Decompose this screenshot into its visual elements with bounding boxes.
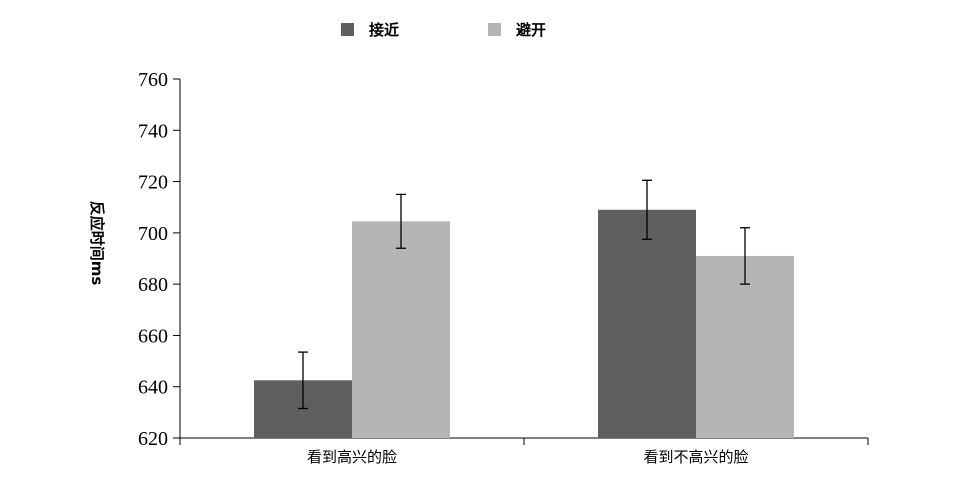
y-axis-title: 反应时间ms (88, 201, 106, 286)
x-category-label: 看到高兴的脸 (307, 448, 397, 466)
legend-label-avoid: 避开 (516, 21, 546, 39)
legend-label-approach: 接近 (369, 21, 399, 39)
bar (696, 255, 794, 438)
error-bars (298, 179, 750, 410)
x-category-label: 看到不高兴的脸 (643, 448, 748, 466)
legend: 接近 避开 (341, 21, 546, 39)
y-tick-label: 760 (138, 69, 168, 91)
y-axis: 620 640 660 680 700 720 740 760 (138, 69, 181, 450)
legend-swatch-avoid (488, 23, 501, 36)
x-axis: 看到高兴的脸 看到不高兴的脸 (179, 437, 869, 466)
bar (352, 221, 450, 438)
y-tick-label: 700 (138, 223, 168, 245)
y-tick-label: 680 (138, 274, 168, 296)
bars (254, 209, 794, 438)
y-tick-label: 620 (138, 428, 168, 450)
y-tick-label: 660 (138, 325, 168, 347)
legend-swatch-approach (341, 23, 354, 36)
y-tick-label: 720 (138, 172, 168, 194)
y-tick-label: 640 (138, 377, 168, 399)
y-tick-label: 740 (138, 120, 168, 142)
bar (598, 209, 696, 438)
